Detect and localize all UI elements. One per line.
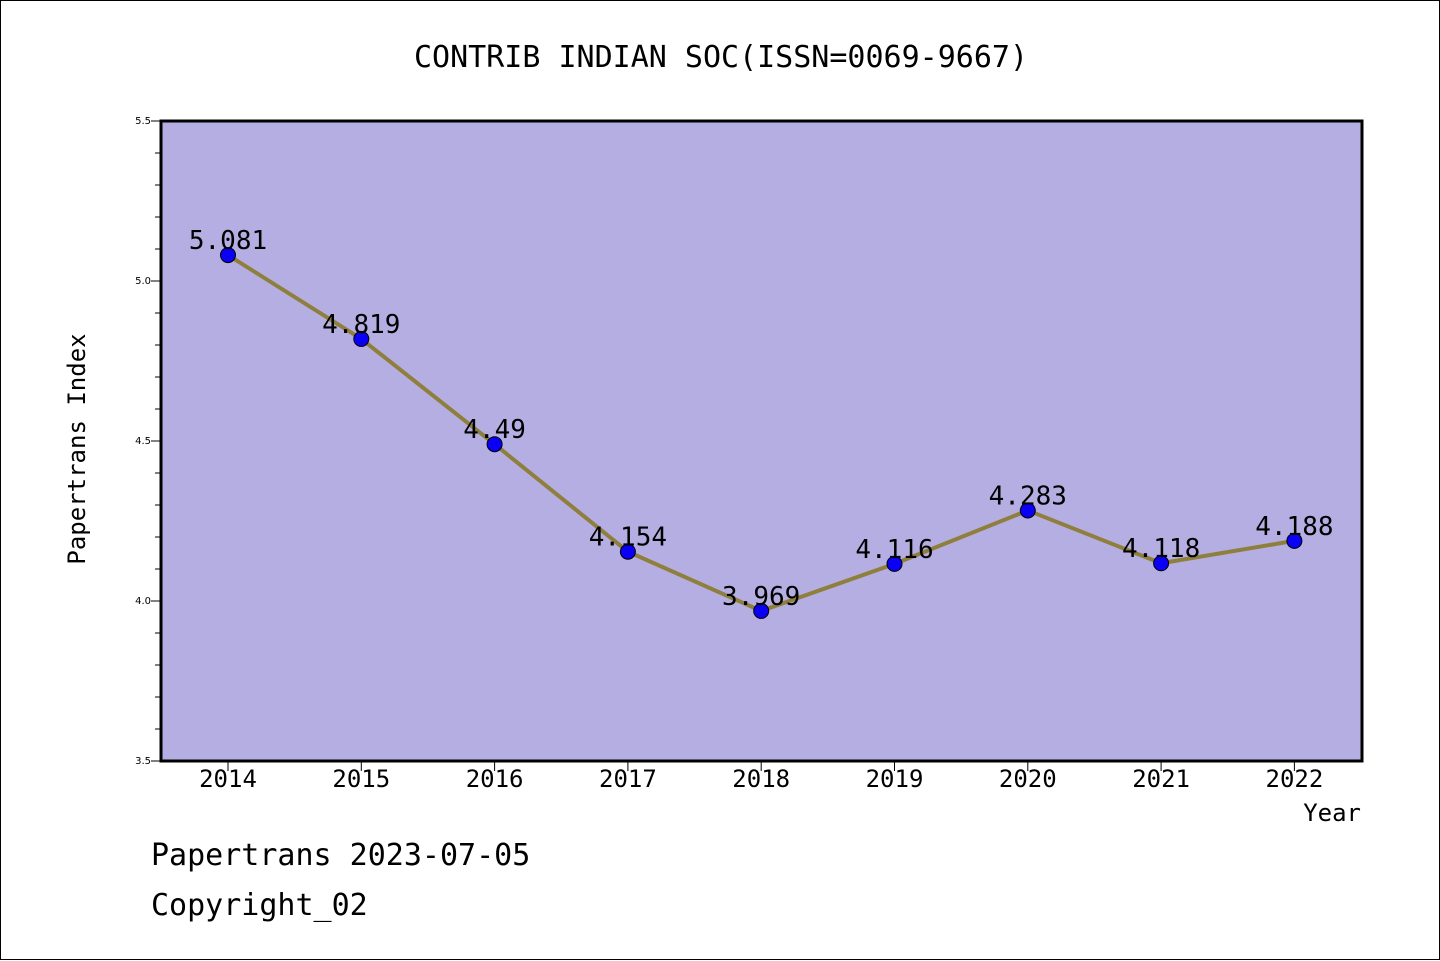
data-label: 4.819 (322, 310, 400, 340)
data-point (1019, 502, 1036, 519)
chart-title: CONTRIB INDIAN SOC(ISSN=0069-9667) (414, 40, 1028, 75)
data-point (220, 247, 236, 264)
data-point (619, 543, 636, 560)
x-tick-label: 2015 (332, 765, 390, 793)
data-label: 3.969 (722, 582, 800, 612)
y-tick-label: 5.0 (135, 276, 151, 287)
footer-copyright: Copyright_02 (151, 888, 368, 923)
plot-border (159, 119, 1364, 763)
y-tick-label: 3.5 (135, 756, 151, 767)
data-point (353, 330, 370, 347)
x-tick-label: 2014 (199, 765, 257, 793)
x-tick-label: 2021 (1132, 765, 1190, 793)
y-tick-label: 4.5 (135, 436, 151, 447)
data-label: 4.116 (855, 535, 933, 565)
x-tick-label: 2020 (999, 765, 1057, 793)
x-tick-label: 2019 (866, 765, 924, 793)
y-axis: 3.5 4.0 4.5 5.0 5.5 (135, 116, 161, 767)
data-point (1153, 555, 1170, 572)
data-label: 4.118 (1122, 534, 1200, 564)
y-axis-label: Papertrans Index (63, 333, 91, 564)
x-tick-label: 2022 (1266, 765, 1324, 793)
x-axis: 2014 2015 2016 2017 2018 2019 2020 2021 2022 (199, 761, 1323, 793)
data-label: 4.49 (463, 415, 526, 445)
data-point (486, 436, 503, 453)
x-tick-label: 2017 (599, 765, 657, 793)
series-markers (220, 247, 1303, 619)
x-tick-label: 2018 (732, 765, 790, 793)
x-axis-label: Year (1303, 799, 1361, 827)
footer-date: Papertrans 2023-07-05 (151, 838, 530, 873)
data-point (1286, 532, 1303, 549)
data-label: 5.081 (189, 226, 267, 256)
plot-area (161, 121, 1362, 761)
y-tick-label: 4.0 (135, 596, 151, 607)
data-label: 4.154 (589, 523, 667, 553)
x-tick-label: 2016 (466, 765, 524, 793)
data-label: 4.283 (989, 481, 1067, 511)
y-tick-label: 5.5 (135, 116, 151, 127)
data-labels: 5.081 4.819 4.49 4.154 3.969 4.116 4.283 4.118 4… (189, 226, 1334, 612)
data-point (753, 602, 770, 619)
data-label: 4.188 (1255, 512, 1333, 542)
data-point (886, 555, 903, 572)
